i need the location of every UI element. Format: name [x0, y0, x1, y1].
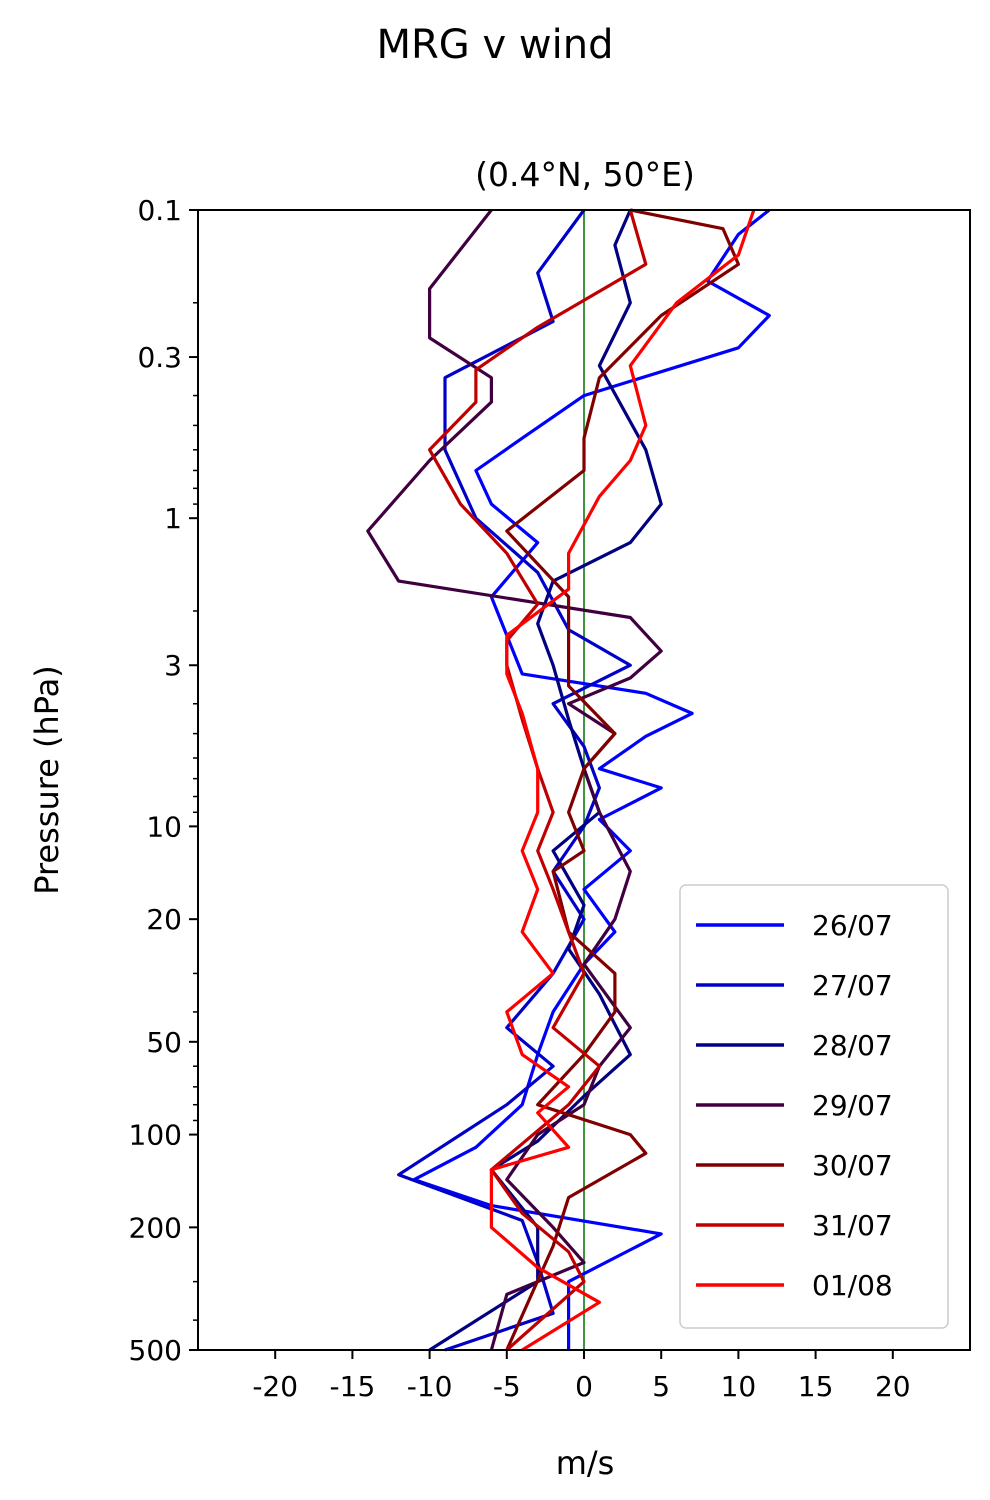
series-line-26-07: [412, 208, 771, 1350]
y-tick-label: 50: [146, 1026, 182, 1059]
y-tick-label: 10: [146, 810, 182, 843]
legend-label: 26/07: [812, 909, 893, 942]
legend-label: 31/07: [812, 1209, 893, 1242]
y-tick-label: 1: [164, 502, 182, 535]
y-axis-ticks: 0.1 0.3 1 3 10 20 50 100 200 500: [129, 194, 198, 1367]
x-tick-label: -10: [407, 1370, 453, 1403]
x-axis-label: m/s: [556, 1444, 615, 1482]
legend-label: 27/07: [812, 969, 893, 1002]
legend-label: 29/07: [812, 1089, 893, 1122]
x-tick-label: 20: [875, 1370, 911, 1403]
legend-box: [679, 884, 949, 1329]
y-tick-label: 20: [146, 903, 182, 936]
series-line-30-07: [505, 208, 740, 1351]
series-line-31-07: [428, 209, 648, 1352]
figure-title: MRG v wind: [376, 22, 614, 68]
y-tick-label: 500: [129, 1334, 182, 1367]
y-axis-label: Pressure (hPa): [28, 665, 66, 895]
legend-label: 28/07: [812, 1029, 893, 1062]
y-tick-label: 0.3: [137, 341, 182, 374]
chart-subtitle: (0.4°N, 50°E): [475, 155, 695, 194]
legend-label: 30/07: [812, 1149, 893, 1182]
x-tick-label: 10: [721, 1370, 757, 1403]
y-tick-label: 200: [129, 1211, 182, 1244]
legend: 26/07 27/07 28/07 29/07 30/07 31/07 01/08: [679, 884, 949, 1329]
plot-frame: [197, 209, 971, 1351]
x-tick-label: -20: [252, 1370, 298, 1403]
legend-label: 01/08: [812, 1269, 893, 1302]
x-tick-label: 0: [575, 1370, 593, 1403]
x-tick-label: -15: [330, 1370, 376, 1403]
y-tick-label: 0.1: [137, 194, 182, 227]
series-lines: [366, 208, 771, 1352]
x-tick-label: -5: [493, 1370, 521, 1403]
series-line-01-08: [489, 209, 756, 1352]
y-tick-label: 100: [129, 1119, 182, 1152]
series-line-27-07: [397, 209, 632, 1352]
x-tick-label: 5: [652, 1370, 670, 1403]
x-tick-label: 15: [798, 1370, 834, 1403]
x-axis-ticks: -20 -15 -10 -5 0 5 10 15 20: [252, 1350, 911, 1403]
y-tick-label: 3: [164, 649, 182, 682]
